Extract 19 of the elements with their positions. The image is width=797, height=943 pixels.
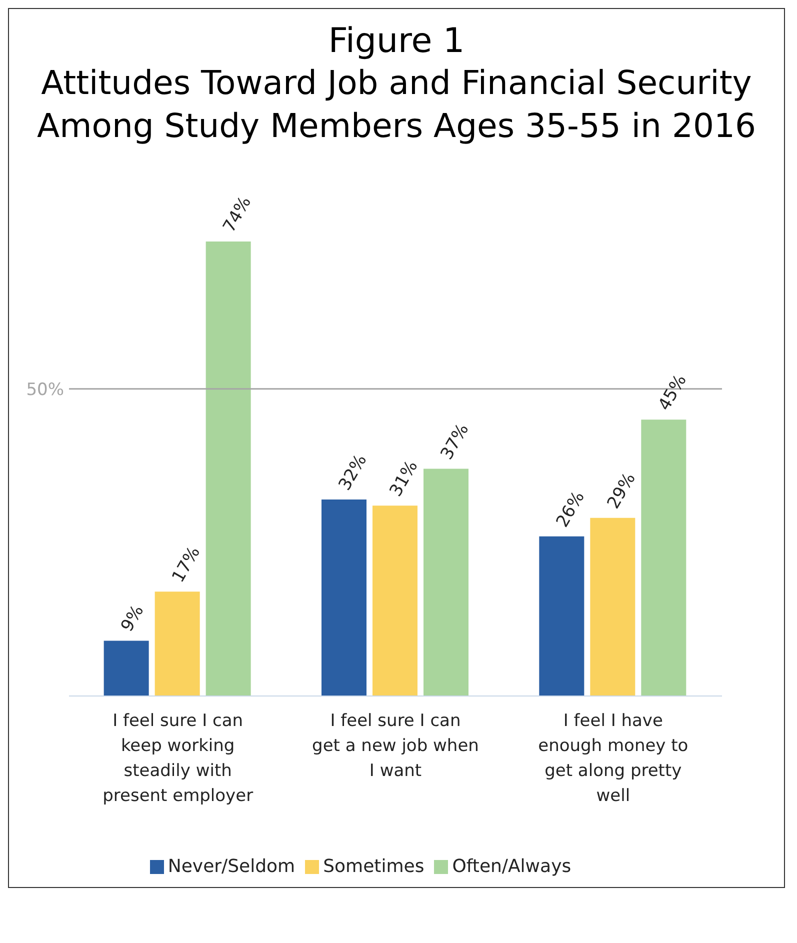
bar <box>590 518 636 696</box>
bar <box>372 506 418 696</box>
x-tick-label: I feel I have enough money to get along pretty well <box>538 711 688 806</box>
x-tick-label: I feel sure I can keep working steadily with present employer <box>102 711 254 806</box>
legend-label: Often/Always <box>452 856 572 877</box>
data-label: 9% <box>117 602 148 636</box>
legend-label: Never/Seldom <box>168 856 296 877</box>
bar <box>154 592 200 696</box>
ref-line-label: 50% <box>26 380 64 400</box>
x-tick-label: I feel sure I can get a new job when I want <box>312 711 479 781</box>
bar <box>104 640 149 696</box>
bar <box>539 536 584 696</box>
chart-title: Figure 1 <box>327 21 466 61</box>
bar <box>206 242 251 696</box>
bar <box>423 468 468 696</box>
bar <box>641 420 686 696</box>
legend-label: Sometimes <box>323 856 424 877</box>
chart-subtitle: Attitudes Toward Job and Financial Security Among Study Members Ages 35-55 in 2016 <box>36 62 757 147</box>
bar <box>321 499 366 696</box>
